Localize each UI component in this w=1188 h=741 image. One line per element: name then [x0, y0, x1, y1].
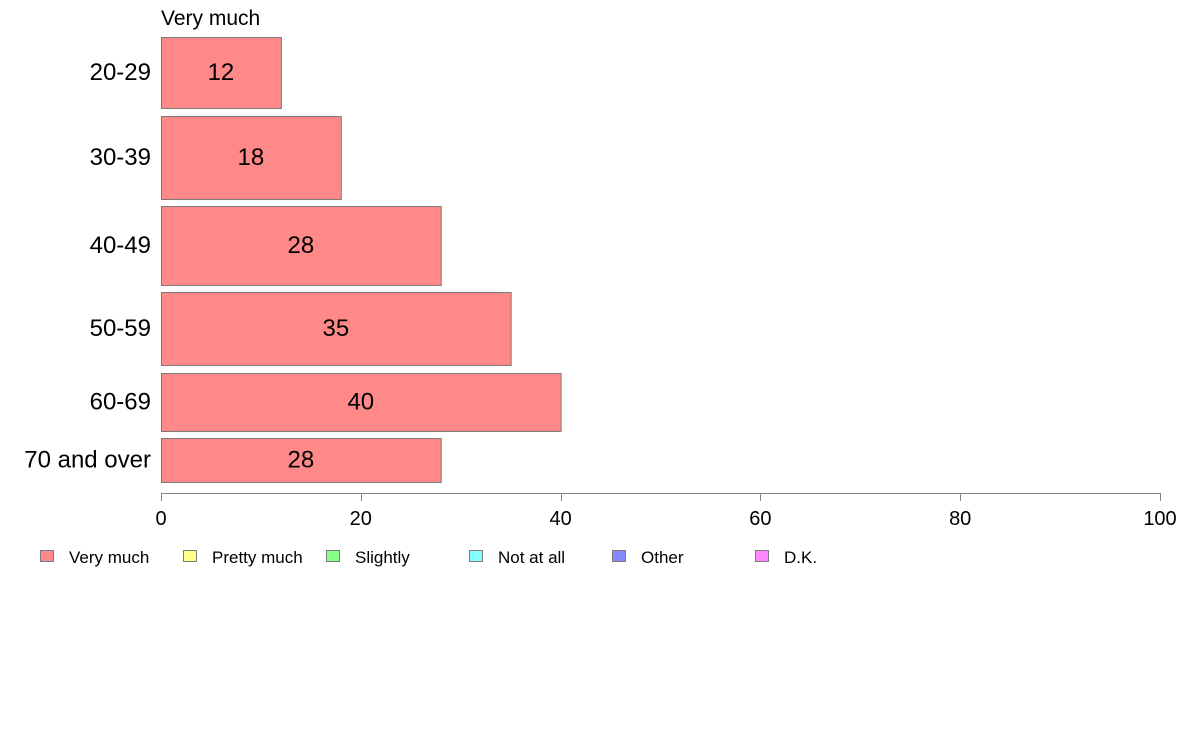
bar	[161, 438, 442, 483]
bar	[161, 116, 342, 200]
category-label: 40-49	[90, 232, 151, 259]
bar	[161, 292, 512, 366]
bar-value-label: 12	[208, 59, 235, 86]
x-tick-label: 0	[155, 508, 166, 530]
bar-value-label: 28	[288, 232, 315, 259]
x-axis: 0 20 40 60 80 100	[155, 493, 1177, 530]
bar	[161, 373, 562, 432]
legend-label: Not at all	[498, 548, 565, 567]
category-label: 60-69	[90, 389, 151, 416]
legend-swatch	[183, 550, 197, 562]
x-tick-label: 20	[350, 508, 372, 530]
legend-label: D.K.	[784, 548, 817, 567]
bar-value-label: 28	[288, 447, 315, 474]
x-tick-label: 40	[549, 508, 571, 530]
bar	[161, 37, 282, 109]
legend-swatch	[326, 550, 340, 562]
x-tick-label: 100	[1143, 508, 1176, 530]
bar-value-label: 35	[322, 315, 349, 342]
bar	[161, 206, 442, 286]
legend-swatch	[40, 550, 54, 562]
bar-value-label: 40	[347, 389, 374, 416]
legend-swatch	[612, 550, 626, 562]
category-label: 70 and over	[24, 447, 151, 474]
category-label: 50-59	[90, 315, 151, 342]
legend: Very much Pretty much Slightly Not at all Ot…	[40, 548, 817, 567]
legend-label: Pretty much	[212, 548, 303, 567]
x-tick-label: 80	[949, 508, 971, 530]
chart-title: Very much	[161, 7, 260, 30]
x-tick-label: 60	[749, 508, 771, 530]
category-label: 20-29	[90, 59, 151, 86]
legend-swatch	[469, 550, 483, 562]
legend-label: Slightly	[355, 548, 410, 567]
bars-layer: 12 20-29 18 30-39 28 40-49 35 50-59 40 60-69 28 70 …	[24, 37, 562, 483]
category-label: 30-39	[90, 144, 151, 171]
legend-swatch	[755, 550, 769, 562]
bar-value-label: 18	[238, 144, 265, 171]
legend-label: Very much	[69, 548, 149, 567]
legend-label: Other	[641, 548, 684, 567]
